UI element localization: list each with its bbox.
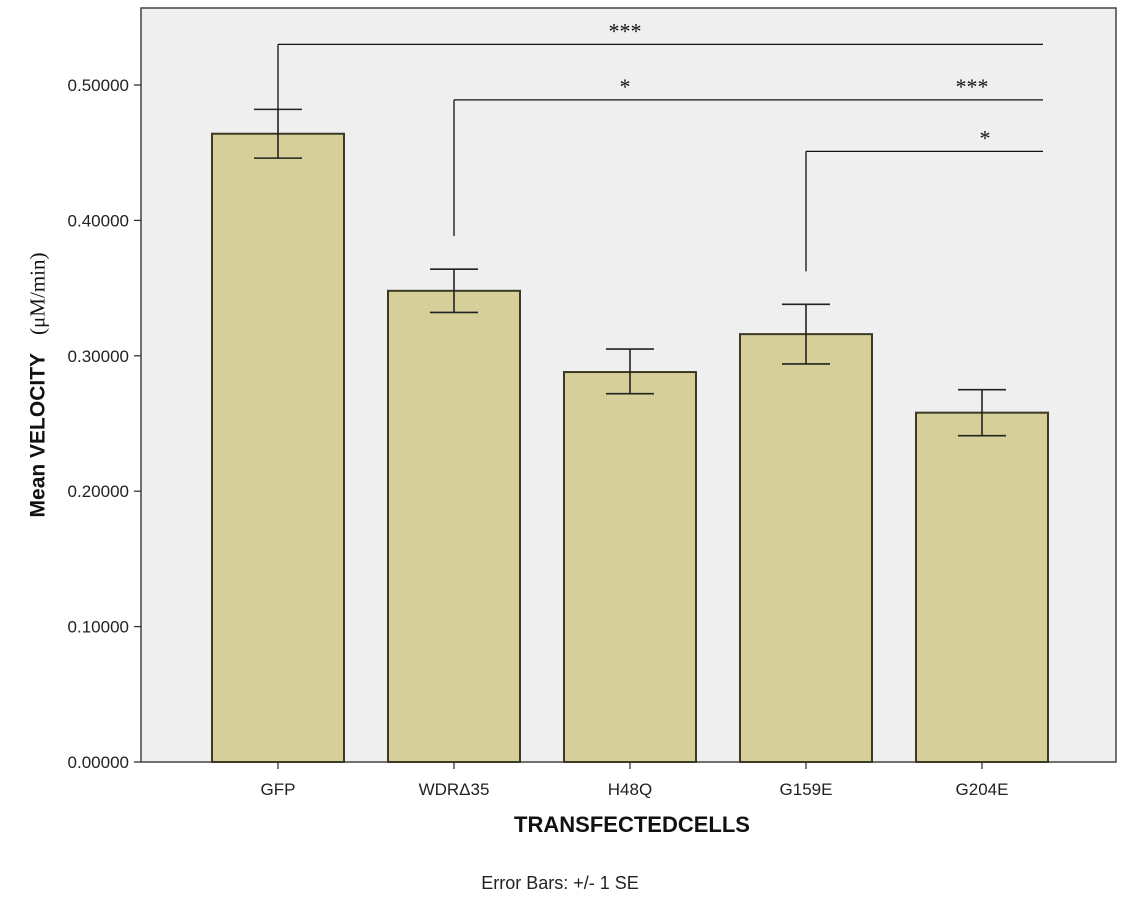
bar [211,132,345,763]
error-bars-note: Error Bars: +/- 1 SE [481,873,639,893]
x-tick-label: WDRΔ35 [419,780,490,799]
x-tick-label: GFP [261,780,296,799]
x-axis-label: TRANSFECTEDCELLS [514,812,750,837]
bar [915,411,1049,763]
x-tick-label: G204E [956,780,1009,799]
y-tick-label: 0.00000 [68,753,129,772]
significance-label: *** [956,74,989,99]
y-tick-label: 0.20000 [68,482,129,501]
y-tick-label: 0.50000 [68,76,129,95]
y-tick-label: 0.30000 [68,347,129,366]
y-tick-label: 0.10000 [68,618,129,637]
bar [563,371,697,763]
significance-label: * [980,125,991,150]
bar [739,333,873,763]
x-tick-label: G159E [780,780,833,799]
y-tick-label: 0.40000 [68,211,129,230]
significance-label: * [620,74,631,99]
bar [387,289,521,763]
x-tick-label: H48Q [608,780,652,799]
significance-label: *** [609,18,642,43]
